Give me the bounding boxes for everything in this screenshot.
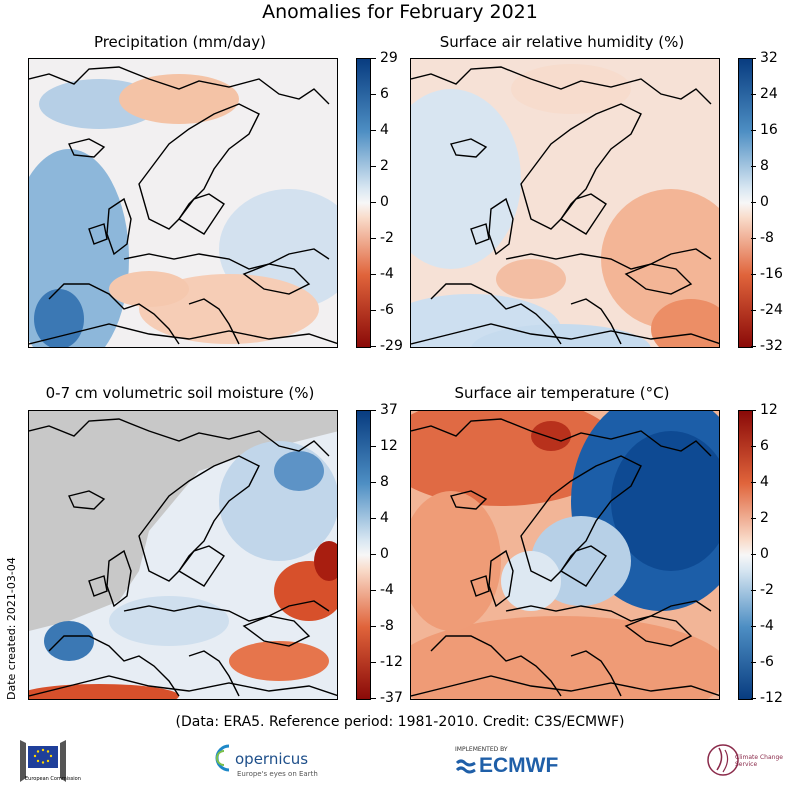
- colorbar-tick: 0: [371, 194, 389, 210]
- eu-logo: [18, 738, 68, 786]
- temperature-map: [410, 410, 720, 700]
- colorbar-tick: 32: [751, 50, 778, 66]
- ecmwf-wordmark: ECMWF: [479, 754, 559, 777]
- colorbar-tick: -37: [371, 690, 403, 706]
- colorbar-tick: 4: [751, 474, 769, 490]
- c3s-text: Climate Change Service: [735, 754, 783, 768]
- colorbar-tick: 4: [371, 122, 389, 138]
- eu-logo-text: European Commission: [25, 776, 81, 782]
- colorbar-tick: -32: [751, 338, 783, 354]
- colorbar-tick: 29: [371, 50, 398, 66]
- colorbar-tick: 6: [371, 86, 389, 102]
- colorbar-tick: -4: [371, 266, 394, 282]
- temperature-title: Surface air temperature (°C): [454, 384, 670, 402]
- soil-moisture-ticks: 37 12 8 4 0 -4 -8 -12 -37: [371, 402, 420, 706]
- precipitation-title: Precipitation (mm/day): [93, 33, 267, 51]
- colorbar-tick: 12: [371, 438, 398, 454]
- colorbar-tick: 12: [751, 402, 778, 418]
- colorbar-tick: 24: [751, 86, 778, 102]
- colorbar-tick: 8: [751, 158, 769, 174]
- colorbar-tick: -4: [371, 582, 394, 598]
- humidity-map: [410, 58, 720, 348]
- copernicus-wordmark: opernicus: [235, 750, 309, 768]
- colorbar-tick: 0: [371, 546, 389, 562]
- colorbar-tick: -2: [751, 582, 774, 598]
- ecmwf-implemented-by: IMPLEMENTED BY: [455, 746, 508, 753]
- colorbar-tick: -24: [751, 302, 783, 318]
- ecmwf-logo: IMPLEMENTED BY ECMWF: [455, 738, 565, 786]
- soil-moisture-title: 0-7 cm volumetric soil moisture (%): [45, 384, 315, 402]
- humidity-colorbar: [738, 58, 753, 348]
- soil-moisture-map: [28, 410, 338, 700]
- colorbar-tick: 8: [371, 474, 389, 490]
- temperature-ticks: 12 6 4 2 0 -2 -4 -6 -12: [751, 402, 800, 706]
- colorbar-tick: -8: [371, 618, 394, 634]
- colorbar-tick: -6: [751, 654, 774, 670]
- precipitation-map: [28, 58, 338, 348]
- colorbar-tick: 6: [751, 438, 769, 454]
- c3s-logo: Climate Change Service: [705, 738, 785, 786]
- colorbar-tick: 16: [751, 122, 778, 138]
- date-created: Date created: 2021-03-04: [5, 557, 18, 700]
- colorbar-tick: -16: [751, 266, 783, 282]
- precipitation-ticks: 29 6 4 2 0 -2 -4 -6 -29: [371, 50, 420, 354]
- humidity-title: Surface air relative humidity (%): [439, 33, 685, 51]
- colorbar-tick: -8: [751, 230, 774, 246]
- colorbar-tick: -6: [371, 302, 394, 318]
- soil-moisture-colorbar: [356, 410, 371, 700]
- colorbar-tick: -12: [751, 690, 783, 706]
- colorbar-tick: 4: [371, 510, 389, 526]
- colorbar-tick: -4: [751, 618, 774, 634]
- colorbar-tick: 37: [371, 402, 398, 418]
- colorbar-tick: -29: [371, 338, 403, 354]
- precipitation-colorbar: [356, 58, 371, 348]
- credit-line: (Data: ERA5. Reference period: 1981-2010…: [175, 714, 625, 730]
- colorbar-tick: 2: [371, 158, 389, 174]
- colorbar-tick: -12: [371, 654, 403, 670]
- main-title: Anomalies for February 2021: [262, 1, 538, 23]
- copernicus-tagline: Europe's eyes on Earth: [237, 770, 318, 778]
- colorbar-tick: -2: [371, 230, 394, 246]
- colorbar-tick: 0: [751, 546, 769, 562]
- copernicus-logo: opernicus Europe's eyes on Earth: [215, 738, 318, 786]
- colorbar-tick: 2: [751, 510, 769, 526]
- colorbar-tick: 0: [751, 194, 769, 210]
- humidity-ticks: 32 24 16 8 0 -8 -16 -24 -32: [751, 50, 800, 354]
- temperature-colorbar: [738, 410, 753, 700]
